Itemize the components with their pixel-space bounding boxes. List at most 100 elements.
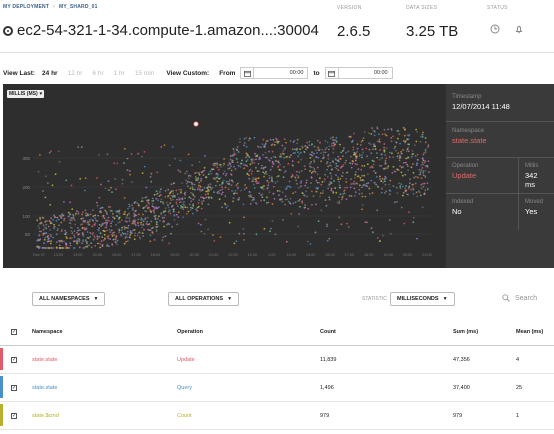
data-point[interactable] <box>54 225 56 228</box>
data-point[interactable] <box>273 197 276 200</box>
data-point[interactable] <box>128 217 131 220</box>
data-point[interactable] <box>82 239 84 242</box>
data-point[interactable] <box>382 234 384 237</box>
data-point[interactable] <box>147 199 150 202</box>
data-point[interactable] <box>300 158 303 161</box>
data-point[interactable] <box>301 200 303 203</box>
data-point[interactable] <box>396 192 399 194</box>
data-point[interactable] <box>318 149 320 152</box>
data-point[interactable] <box>326 223 328 226</box>
data-point[interactable] <box>346 222 348 225</box>
selected-point[interactable] <box>193 121 199 127</box>
data-point[interactable] <box>406 143 409 146</box>
data-point[interactable] <box>282 219 284 221</box>
data-point[interactable] <box>266 179 269 182</box>
data-point[interactable] <box>145 204 148 207</box>
data-point[interactable] <box>55 233 58 236</box>
data-point[interactable] <box>47 247 49 249</box>
data-point[interactable] <box>219 184 221 186</box>
data-point[interactable] <box>255 155 257 157</box>
data-point[interactable] <box>106 243 109 246</box>
data-point[interactable] <box>384 133 386 136</box>
data-point[interactable] <box>155 206 158 209</box>
data-point[interactable] <box>243 216 245 219</box>
data-point[interactable] <box>426 182 429 184</box>
data-point[interactable] <box>236 149 239 151</box>
data-point[interactable] <box>203 232 206 235</box>
data-point[interactable] <box>286 198 289 201</box>
data-point[interactable] <box>321 181 324 183</box>
data-point[interactable] <box>296 182 298 185</box>
data-point[interactable] <box>140 200 143 203</box>
data-point[interactable] <box>310 176 313 179</box>
data-point[interactable] <box>332 190 334 193</box>
data-point[interactable] <box>424 170 427 172</box>
data-point[interactable] <box>103 233 106 236</box>
data-point[interactable] <box>329 137 332 140</box>
data-point[interactable] <box>39 218 42 220</box>
data-point[interactable] <box>184 193 187 196</box>
data-point[interactable] <box>334 143 337 146</box>
data-point[interactable] <box>196 179 199 182</box>
data-point[interactable] <box>389 232 392 235</box>
data-point[interactable] <box>264 143 267 146</box>
col-sum[interactable]: Sum (ms) <box>453 329 479 335</box>
data-point[interactable] <box>262 188 265 191</box>
data-point[interactable] <box>340 151 343 154</box>
data-point[interactable] <box>187 210 190 213</box>
data-point[interactable] <box>300 170 303 172</box>
data-point[interactable] <box>311 151 313 154</box>
data-point[interactable] <box>218 198 221 201</box>
data-point[interactable] <box>180 207 182 209</box>
data-point[interactable] <box>254 152 256 155</box>
data-point[interactable] <box>292 202 295 205</box>
data-point[interactable] <box>167 195 169 198</box>
data-point[interactable] <box>422 182 424 185</box>
data-point[interactable] <box>84 245 87 248</box>
data-point[interactable] <box>77 233 80 236</box>
data-point[interactable] <box>264 166 267 169</box>
data-point[interactable] <box>40 222 43 224</box>
data-point[interactable] <box>368 187 371 190</box>
data-point[interactable] <box>422 170 425 173</box>
data-point[interactable] <box>278 168 281 171</box>
data-point[interactable] <box>388 183 390 186</box>
data-point[interactable] <box>340 223 343 226</box>
data-point[interactable] <box>280 155 283 158</box>
data-point[interactable] <box>69 244 72 247</box>
data-point[interactable] <box>350 195 353 197</box>
data-point[interactable] <box>399 142 401 145</box>
data-point[interactable] <box>254 177 257 180</box>
data-point[interactable] <box>204 197 207 199</box>
data-point[interactable] <box>316 181 319 184</box>
data-point[interactable] <box>308 140 311 143</box>
data-point[interactable] <box>326 141 329 144</box>
data-point[interactable] <box>128 170 131 172</box>
data-point[interactable] <box>77 211 80 213</box>
data-point[interactable] <box>75 213 77 215</box>
data-point[interactable] <box>93 235 96 237</box>
data-point[interactable] <box>292 192 294 195</box>
data-point[interactable] <box>71 237 73 239</box>
data-point[interactable] <box>338 184 341 187</box>
from-time[interactable]: 00:00 <box>289 70 304 76</box>
data-point[interactable] <box>283 138 286 140</box>
data-point[interactable] <box>59 247 62 249</box>
data-point[interactable] <box>391 152 393 155</box>
data-point[interactable] <box>153 215 156 218</box>
data-point[interactable] <box>394 201 396 204</box>
data-point[interactable] <box>309 243 312 245</box>
data-point[interactable] <box>223 162 226 165</box>
data-point[interactable] <box>210 168 213 171</box>
data-point[interactable] <box>111 213 114 215</box>
data-point[interactable] <box>38 222 41 225</box>
data-point[interactable] <box>295 148 298 151</box>
data-point[interactable] <box>357 168 360 171</box>
data-point[interactable] <box>50 150 52 153</box>
data-point[interactable] <box>339 178 342 180</box>
data-point[interactable] <box>353 151 356 154</box>
data-point[interactable] <box>44 196 47 199</box>
data-point[interactable] <box>143 165 146 168</box>
data-point[interactable] <box>237 164 240 167</box>
data-point[interactable] <box>191 183 194 185</box>
